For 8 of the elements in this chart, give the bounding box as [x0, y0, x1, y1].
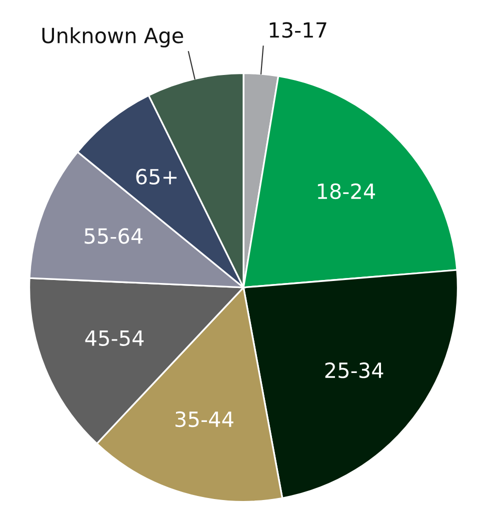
slice-label: 25-34 — [325, 362, 384, 378]
slice-label: 65+ — [136, 168, 177, 185]
slice-label: 18-24 — [318, 183, 376, 200]
slice-label: Unknown Age — [42, 27, 184, 48]
slice-label: 55-64 — [84, 228, 142, 244]
slice-label: 45-54 — [85, 330, 144, 346]
slice-label: 13-17 — [270, 22, 326, 38]
slice-label: 35-44 — [176, 411, 234, 428]
